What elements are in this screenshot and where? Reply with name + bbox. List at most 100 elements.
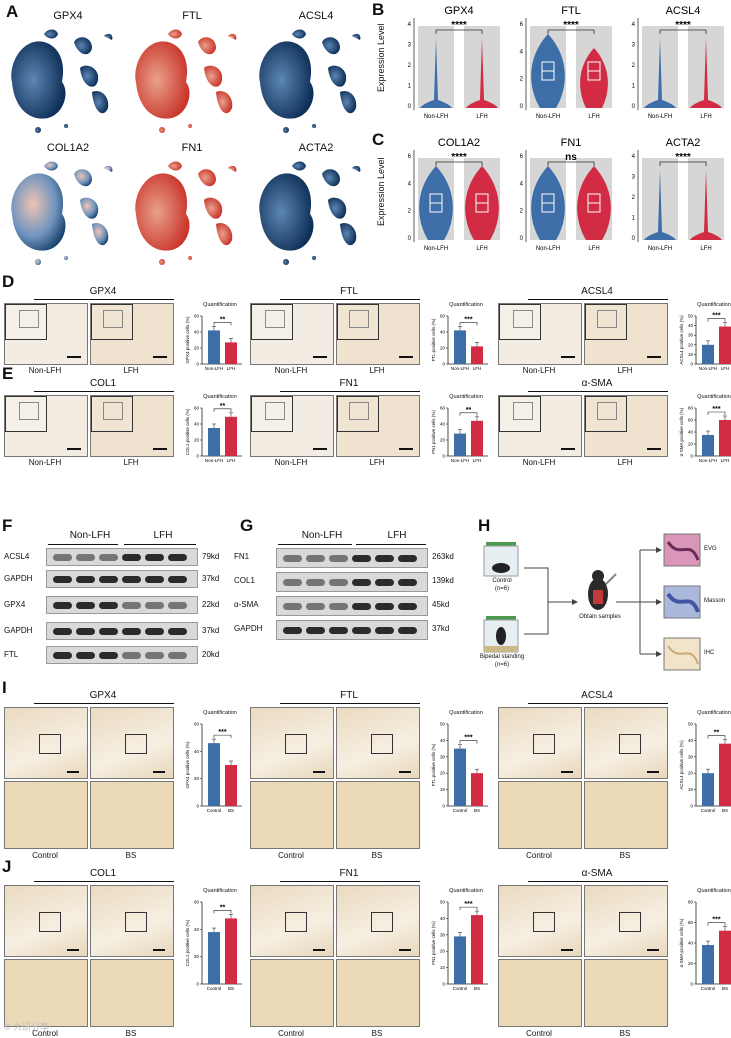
- bar-ytick-label: 60: [194, 900, 200, 905]
- blot-band: [283, 603, 302, 610]
- bar-ylabel: GPX4 positive cells (%): [185, 316, 190, 364]
- bar-ylabel: ACSL4 positive cells (%): [679, 740, 684, 790]
- blot-band: [398, 627, 417, 634]
- blot-g-group-lfh: LFH: [387, 530, 407, 541]
- bar-ytick-label: 20: [688, 342, 694, 347]
- violin-title: ACSL4: [666, 5, 701, 17]
- bar-ylabel: FTL positive cells (%): [431, 318, 436, 361]
- bar-sig-bracket: [707, 922, 726, 926]
- umap-title: FN1: [181, 142, 203, 154]
- inset-box: [265, 310, 285, 328]
- violin-ytick: 1: [632, 216, 636, 222]
- inset-box: [265, 402, 285, 420]
- bar: [702, 773, 714, 806]
- inset-box: [19, 402, 39, 420]
- scale-bar: [561, 771, 573, 773]
- umap-title: ACSL4: [298, 10, 334, 22]
- bar-chart: 50 40 30 20 10 0 ACSL4 positive cells (%) Contr…: [679, 722, 731, 813]
- blot-band: [352, 555, 371, 562]
- blot-kd-label: 22kd: [202, 600, 220, 609]
- bar-chart: 60 40 20 0 FN1 positive cells (%) Non-LFH LFH *…: [431, 406, 488, 463]
- panel-letter-h: H: [478, 516, 491, 535]
- inset-box: [597, 402, 617, 420]
- blot-band: [53, 628, 72, 635]
- scale-bar: [647, 771, 659, 773]
- bar-xcat: Non-LFH: [699, 458, 717, 463]
- ihc-title-line: [34, 391, 174, 392]
- blot-band: [375, 579, 394, 586]
- blot-row-label: FN1: [234, 552, 250, 561]
- bar-xcat: Non-LFH: [699, 366, 717, 371]
- bar-ytick-label: 30: [688, 333, 694, 338]
- blot-strip: [276, 620, 428, 640]
- obtain-samples-label: Obtain samples: [579, 614, 621, 620]
- blot-kd-label: 37kd: [432, 624, 450, 633]
- micrograph-inset: [251, 396, 293, 432]
- inset-box: [349, 402, 369, 420]
- panel-letter-g: G: [240, 516, 254, 535]
- panel-letter-b: B: [372, 0, 385, 19]
- bar-ytick-label: 40: [440, 330, 446, 335]
- panel-letter-i: I: [2, 678, 7, 697]
- blot-band: [76, 602, 95, 609]
- violin-sig-bracket: [547, 29, 595, 34]
- bar-xcat: Non-LFH: [451, 458, 469, 463]
- blot-kd-label: 45kd: [432, 600, 450, 609]
- scale-bar: [153, 448, 167, 450]
- stain-ihc-label: IHC: [704, 650, 715, 656]
- ihc-title-line: [528, 299, 668, 300]
- bar: [719, 326, 731, 364]
- violin-ytick: 2: [408, 63, 412, 69]
- ihc-title: FTL: [340, 286, 358, 297]
- blot-band: [306, 555, 325, 562]
- inset-box: [103, 402, 123, 420]
- condition-label: Non-LFH: [28, 458, 62, 467]
- bar-ytick-label: 40: [440, 422, 446, 427]
- micrograph-zoom: [90, 781, 174, 849]
- inset-box: [513, 402, 533, 420]
- blot-band: [76, 554, 95, 561]
- blot-kd-label: 37kd: [202, 626, 220, 635]
- bar-xcat: LFH: [227, 366, 236, 371]
- violin-title: COL1A2: [438, 137, 480, 149]
- micrograph-zoom: [336, 781, 420, 849]
- condition-label: Control: [526, 851, 552, 860]
- bar-ytick-label: 10: [440, 965, 446, 970]
- bar-ytick-label: 40: [688, 323, 694, 328]
- violin-xcat: LFH: [588, 246, 599, 252]
- ihc-title: FN1: [339, 378, 359, 389]
- inset-box: [103, 310, 123, 328]
- violin-xcat: LFH: [588, 114, 599, 120]
- schematic-drawing: [483, 533, 701, 671]
- ihc-title-line: [528, 881, 668, 882]
- blot-band: [122, 652, 141, 659]
- bar-xcat: BS: [722, 808, 728, 813]
- blot-f-group-lfh: LFH: [153, 530, 173, 541]
- scale-bar: [67, 949, 79, 951]
- violin-sig: ns: [565, 152, 577, 163]
- bar: [471, 915, 483, 984]
- condition-label: LFH: [123, 366, 139, 375]
- zoom-box: [39, 734, 61, 754]
- bar-ytick-label: 50: [688, 314, 694, 319]
- bar-ytick-label: 50: [440, 722, 446, 727]
- bs-label: Bipedal standing: [479, 654, 525, 660]
- bar: [454, 936, 466, 984]
- bar: [208, 932, 220, 984]
- micrograph-image: [336, 303, 420, 365]
- bar-sig-bracket: [707, 318, 726, 322]
- blot-f-group-line: [124, 544, 196, 545]
- condition-label: Non-LFH: [28, 366, 62, 375]
- micrograph-image: [90, 395, 174, 457]
- ihc-title: ACSL4: [581, 286, 613, 297]
- blot-band: [375, 627, 394, 634]
- violin-ytick: 4: [632, 154, 636, 160]
- blot-band: [145, 602, 164, 609]
- micrograph-inset: [499, 396, 541, 432]
- panel-letter-a: A: [6, 2, 19, 21]
- blot-kd-label: 263kd: [432, 552, 454, 561]
- blot-band: [352, 603, 371, 610]
- bar-chart: 50 40 30 20 10 0 ACSL4 positive cells (%) Non-L…: [679, 313, 731, 371]
- bar: [471, 420, 483, 456]
- control-label: Control: [492, 578, 512, 584]
